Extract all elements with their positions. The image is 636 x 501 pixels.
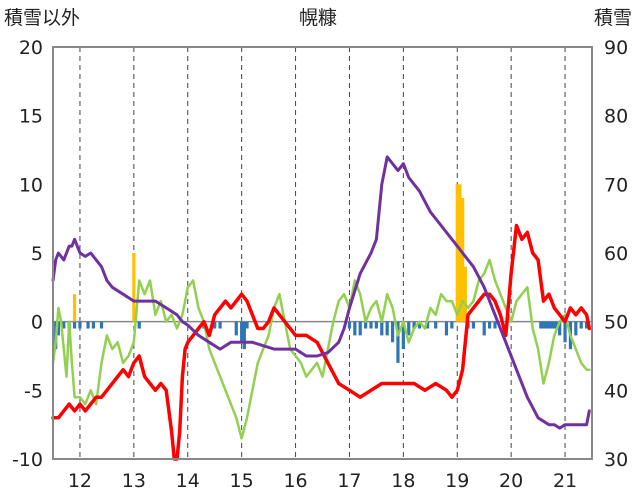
y-left-tick-label: 20: [19, 37, 43, 59]
y-left-tick-label: -10: [12, 449, 43, 471]
snowfall-bar: [461, 198, 465, 322]
y-left-tick-label: 0: [31, 312, 43, 334]
snowfall-bar: [493, 321, 497, 329]
x-tick-label: 18: [391, 470, 415, 492]
y-right-tick-label: 50: [604, 312, 628, 334]
snowfall-bar: [374, 321, 378, 329]
snowfall-bar: [137, 321, 141, 329]
snowfall-bar: [407, 321, 411, 336]
snowfall-bar: [132, 253, 136, 322]
x-tick-label: 14: [176, 470, 200, 492]
series-line: [51, 258, 591, 440]
snowfall-bar: [458, 184, 462, 322]
snowfall-bar: [539, 321, 543, 329]
snowfall-bar: [62, 321, 66, 329]
snowfall-bar: [242, 321, 246, 350]
snowfall-bar: [72, 294, 77, 322]
snowfall-bar: [463, 266, 467, 322]
snowfall-bar: [585, 321, 589, 329]
y-right-tick-label: 40: [604, 380, 628, 402]
snowfall-bar: [91, 321, 96, 329]
x-tick-label: 16: [283, 470, 307, 492]
snowfall-bar: [218, 321, 222, 329]
snowfall-bar: [358, 321, 362, 336]
snowfall-bar: [563, 321, 567, 343]
snowfall-bar: [78, 321, 82, 329]
snowfall-bar: [390, 321, 395, 343]
snowfall-bar: [471, 321, 476, 329]
snowfall-bar: [558, 321, 562, 336]
series-line: [51, 223, 592, 461]
snowfall-bar: [364, 321, 368, 329]
y-left-tick-label: 5: [31, 243, 43, 265]
snowfall-bar: [380, 321, 384, 336]
snowfall-bar: [450, 321, 454, 329]
x-tick-label: 12: [68, 470, 92, 492]
x-tick-label: 20: [499, 470, 523, 492]
snowfall-bar: [455, 184, 459, 322]
snowfall-bar: [385, 321, 389, 336]
snowfall-bar: [369, 321, 373, 329]
y-right-tick-label: 90: [604, 37, 628, 59]
snowfall-bar: [353, 321, 357, 336]
series-line: [51, 155, 591, 430]
snowfall-bar: [574, 321, 578, 336]
snowfall-bar: [482, 321, 486, 336]
snowfall-bar: [347, 321, 352, 329]
snowfall-bar: [549, 321, 554, 329]
y-right-tick-label: 60: [604, 243, 628, 265]
snowfall-bar: [434, 321, 438, 329]
y-left-tick-label: -5: [24, 380, 43, 402]
snowfall-bar: [579, 321, 583, 329]
snowfall-bar: [541, 321, 546, 329]
x-tick-label: 13: [122, 470, 146, 492]
x-tick-label: 15: [230, 470, 254, 492]
snowfall-bar: [544, 321, 548, 329]
x-tick-label: 17: [337, 470, 361, 492]
snowfall-bar: [72, 321, 77, 329]
snowfall-bar: [412, 321, 416, 329]
plot-frame: [52, 46, 593, 460]
y-right-tick-label: 80: [604, 106, 628, 128]
snowfall-bar: [86, 321, 90, 329]
y-left-tick-label: 10: [19, 174, 43, 196]
snowfall-bar: [426, 321, 430, 329]
snowfall-bar: [240, 321, 244, 343]
snowfall-bar: [56, 321, 60, 336]
snowfall-bar: [555, 321, 559, 329]
snowfall-bar: [245, 321, 249, 329]
y-right-tick-label: 30: [604, 449, 628, 471]
snowfall-bar: [552, 321, 556, 329]
snowfall-bar: [99, 321, 104, 329]
y-left-axis-label: 積雪以外: [4, 7, 80, 29]
snowfall-bar: [547, 321, 551, 329]
y-left-tick-label: 15: [19, 106, 43, 128]
snowfall-bar: [213, 321, 217, 329]
snowfall-bar: [444, 321, 449, 336]
x-tick-label: 21: [553, 470, 577, 492]
snowfall-bar: [234, 321, 238, 336]
x-tick-label: 19: [445, 470, 469, 492]
snowfall-bar: [401, 321, 405, 350]
chart-title: 幌糠: [299, 6, 337, 29]
snowfall-bar: [417, 321, 422, 329]
snowfall-bar: [487, 321, 492, 329]
y-right-axis-label: 積雪: [594, 7, 632, 29]
snowfall-bar: [396, 321, 400, 363]
y-right-tick-label: 70: [604, 174, 628, 196]
